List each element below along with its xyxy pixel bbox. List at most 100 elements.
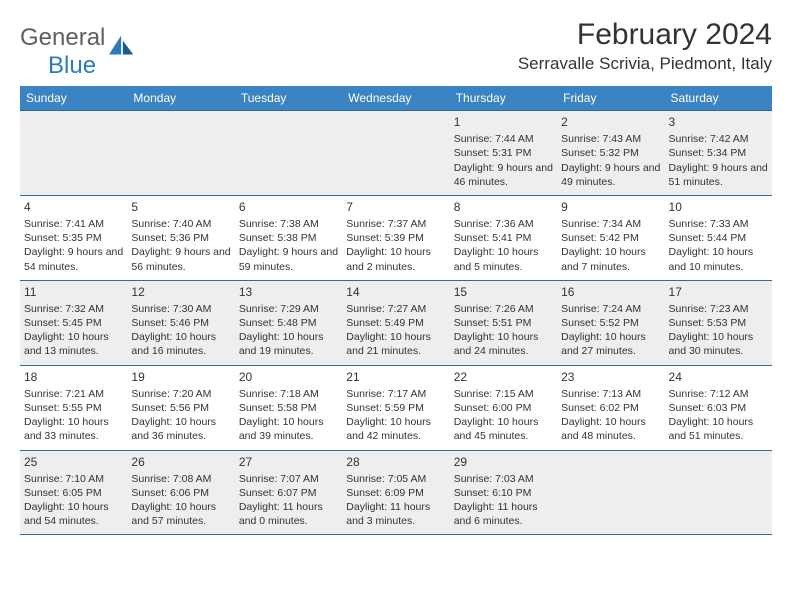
calendar-cell [342,111,449,196]
title-block: February 2024 Serravalle Scrivia, Piedmo… [518,18,772,74]
daylight-text: Daylight: 10 hours and 30 minutes. [669,330,768,358]
day-number: 29 [454,454,553,470]
sunset-text: Sunset: 5:52 PM [561,316,660,330]
day-number: 22 [454,369,553,385]
sunset-text: Sunset: 5:31 PM [454,146,553,160]
sunset-text: Sunset: 6:02 PM [561,401,660,415]
daylight-text: Daylight: 10 hours and 19 minutes. [239,330,338,358]
calendar-cell [127,111,234,196]
day-number: 20 [239,369,338,385]
sunset-text: Sunset: 5:46 PM [131,316,230,330]
calendar-week: 18Sunrise: 7:21 AMSunset: 5:55 PMDayligh… [20,365,772,450]
day-number: 21 [346,369,445,385]
logo-sail-icon [109,35,135,55]
daylight-text: Daylight: 10 hours and 10 minutes. [669,245,768,273]
day-of-week-row: SundayMondayTuesdayWednesdayThursdayFrid… [20,86,772,111]
sunrise-text: Sunrise: 7:42 AM [669,132,768,146]
daylight-text: Daylight: 10 hours and 13 minutes. [24,330,123,358]
day-number: 3 [669,114,768,130]
sunrise-text: Sunrise: 7:30 AM [131,302,230,316]
calendar-cell: 3Sunrise: 7:42 AMSunset: 5:34 PMDaylight… [665,111,772,196]
day-number: 2 [561,114,660,130]
daylight-text: Daylight: 10 hours and 21 minutes. [346,330,445,358]
sunrise-text: Sunrise: 7:37 AM [346,217,445,231]
sunrise-text: Sunrise: 7:43 AM [561,132,660,146]
day-number: 14 [346,284,445,300]
sunrise-text: Sunrise: 7:27 AM [346,302,445,316]
calendar-cell [557,450,664,535]
day-number: 11 [24,284,123,300]
calendar-cell: 14 Sunrise: 7:27 AMSunset: 5:49 PMDayligh… [342,280,449,365]
sunset-text: Sunset: 6:09 PM [346,486,445,500]
sunset-text: Sunset: 5:45 PM [24,316,123,330]
calendar-cell: 15Sunrise: 7:26 AMSunset: 5:51 PMDayligh… [450,280,557,365]
day-number: 19 [131,369,230,385]
sunset-text: Sunset: 5:38 PM [239,231,338,245]
logo-text: General Blue [20,24,105,80]
sunrise-text: Sunrise: 7:44 AM [454,132,553,146]
day-number: 8 [454,199,553,215]
sunrise-text: Sunrise: 7:36 AM [454,217,553,231]
daylight-text: Daylight: 9 hours and 56 minutes. [131,245,230,273]
calendar-cell: 19 Sunrise: 7:20 AMSunset: 5:56 PMDayligh… [127,365,234,450]
sunrise-text: Sunrise: 7:03 AM [454,472,553,486]
day-header: Friday [557,86,664,111]
calendar-week: 4Sunrise: 7:41 AMSunset: 5:35 PMDaylight… [20,195,772,280]
sunrise-text: Sunrise: 7:29 AM [239,302,338,316]
sunrise-text: Sunrise: 7:07 AM [239,472,338,486]
day-number: 13 [239,284,338,300]
calendar-cell: 12Sunrise: 7:30 AMSunset: 5:46 PMDayligh… [127,280,234,365]
day-number: 23 [561,369,660,385]
header: General Blue February 2024 Serravalle Sc… [20,18,772,80]
day-number: 18 [24,369,123,385]
sunrise-text: Sunrise: 7:20 AM [131,387,230,401]
sunset-text: Sunset: 5:56 PM [131,401,230,415]
sunset-text: Sunset: 5:49 PM [346,316,445,330]
day-header: Wednesday [342,86,449,111]
sunset-text: Sunset: 5:42 PM [561,231,660,245]
sunrise-text: Sunrise: 7:34 AM [561,217,660,231]
day-number: 24 [669,369,768,385]
daylight-text: Daylight: 10 hours and 27 minutes. [561,330,660,358]
calendar-cell: 2Sunrise: 7:43 AMSunset: 5:32 PMDaylight… [557,111,664,196]
daylight-text: Daylight: 10 hours and 39 minutes. [239,415,338,443]
daylight-text: Daylight: 10 hours and 2 minutes. [346,245,445,273]
calendar-cell: 26Sunrise: 7:08 AMSunset: 6:06 PMDayligh… [127,450,234,535]
calendar-cell: 22Sunrise: 7:15 AMSunset: 6:00 PMDayligh… [450,365,557,450]
daylight-text: Daylight: 10 hours and 51 minutes. [669,415,768,443]
calendar-cell [20,111,127,196]
calendar-cell: 20Sunrise: 7:18 AMSunset: 5:58 PMDayligh… [235,365,342,450]
sunrise-text: Sunrise: 7:38 AM [239,217,338,231]
calendar-cell: 24Sunrise: 7:12 AMSunset: 6:03 PMDayligh… [665,365,772,450]
sunrise-text: Sunrise: 7:26 AM [454,302,553,316]
sunset-text: Sunset: 5:53 PM [669,316,768,330]
day-number: 4 [24,199,123,215]
sunset-text: Sunset: 5:55 PM [24,401,123,415]
sunrise-text: Sunrise: 7:33 AM [669,217,768,231]
daylight-text: Daylight: 10 hours and 36 minutes. [131,415,230,443]
calendar-cell: 13Sunrise: 7:29 AMSunset: 5:48 PMDayligh… [235,280,342,365]
daylight-text: Daylight: 9 hours and 46 minutes. [454,161,553,189]
daylight-text: Daylight: 10 hours and 54 minutes. [24,500,123,528]
daylight-text: Daylight: 10 hours and 45 minutes. [454,415,553,443]
calendar-cell: 23Sunrise: 7:13 AMSunset: 6:02 PMDayligh… [557,365,664,450]
daylight-text: Daylight: 11 hours and 0 minutes. [239,500,338,528]
calendar-cell: 1 Sunrise: 7:44 AMSunset: 5:31 PMDaylight… [450,111,557,196]
daylight-text: Daylight: 9 hours and 59 minutes. [239,245,338,273]
daylight-text: Daylight: 11 hours and 6 minutes. [454,500,553,528]
day-header: Saturday [665,86,772,111]
sunrise-text: Sunrise: 7:41 AM [24,217,123,231]
calendar-cell: 17Sunrise: 7:23 AMSunset: 5:53 PMDayligh… [665,280,772,365]
calendar-week: 25Sunrise: 7:10 AMSunset: 6:05 PMDayligh… [20,450,772,535]
sunset-text: Sunset: 6:07 PM [239,486,338,500]
daylight-text: Daylight: 9 hours and 54 minutes. [24,245,123,273]
daylight-text: Daylight: 9 hours and 51 minutes. [669,161,768,189]
sunset-text: Sunset: 6:10 PM [454,486,553,500]
location-text: Serravalle Scrivia, Piedmont, Italy [518,54,772,74]
day-number: 28 [346,454,445,470]
calendar-week: 1Sunrise: 7:44 AMSunset: 5:31 PMDaylight… [20,111,772,196]
sunset-text: Sunset: 6:00 PM [454,401,553,415]
day-number: 27 [239,454,338,470]
calendar-table: SundayMondayTuesdayWednesdayThursdayFrid… [20,86,772,535]
day-number: 1 [454,114,553,130]
